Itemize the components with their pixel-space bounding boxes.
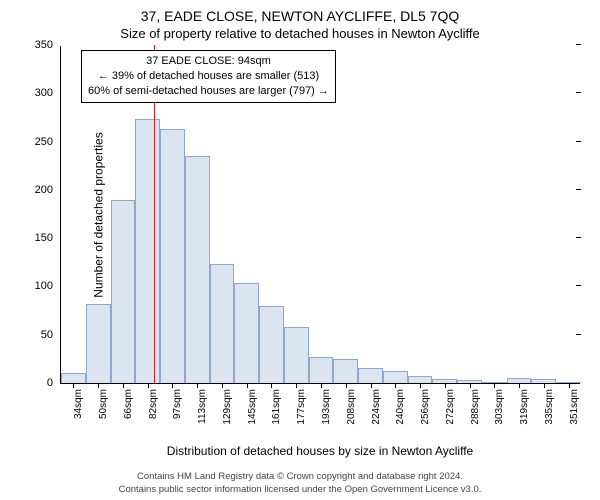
y-tick-label: 350 bbox=[35, 39, 61, 51]
histogram-bar bbox=[333, 359, 358, 383]
x-axis-label: Distribution of detached houses by size … bbox=[60, 444, 580, 458]
y-tick-label: 150 bbox=[35, 232, 61, 244]
y-tick-mark bbox=[576, 237, 581, 238]
histogram-bar bbox=[309, 357, 334, 383]
y-tick-label: 50 bbox=[41, 329, 61, 341]
footer-line-2: Contains public sector information licen… bbox=[0, 484, 600, 496]
histogram-bar bbox=[358, 368, 383, 383]
footer-line-1: Contains HM Land Registry data © Crown c… bbox=[0, 471, 600, 483]
y-tick-mark bbox=[576, 285, 581, 286]
histogram-bar bbox=[383, 371, 408, 383]
y-tick-mark bbox=[576, 189, 581, 190]
annotation-box: 37 EADE CLOSE: 94sqm← 39% of detached ho… bbox=[81, 50, 336, 103]
histogram-bar bbox=[210, 264, 235, 383]
histogram-bar bbox=[160, 129, 185, 383]
x-tick-label: 240sqm bbox=[395, 383, 406, 425]
x-tick-label: 113sqm bbox=[197, 383, 208, 424]
page-subtitle: Size of property relative to detached ho… bbox=[0, 26, 600, 41]
x-tick-label: 50sqm bbox=[98, 383, 109, 419]
x-tick-label: 208sqm bbox=[346, 383, 357, 425]
x-tick-label: 177sqm bbox=[296, 383, 307, 425]
histogram-bar bbox=[259, 306, 284, 383]
histogram-bar bbox=[185, 156, 210, 383]
annotation-line-2: ← 39% of detached houses are smaller (51… bbox=[88, 69, 329, 84]
histogram-bar bbox=[284, 327, 309, 383]
x-tick-label: 161sqm bbox=[271, 383, 282, 425]
x-tick-label: 335sqm bbox=[544, 383, 555, 425]
annotation-line-1: 37 EADE CLOSE: 94sqm bbox=[88, 54, 329, 69]
x-tick-label: 34sqm bbox=[73, 383, 84, 419]
x-tick-label: 97sqm bbox=[172, 383, 183, 419]
y-tick-mark bbox=[576, 334, 581, 335]
x-tick-label: 82sqm bbox=[148, 383, 159, 419]
y-tick-label: 200 bbox=[35, 184, 61, 196]
y-tick-label: 250 bbox=[35, 136, 61, 148]
x-tick-label: 351sqm bbox=[569, 383, 580, 425]
y-tick-mark bbox=[576, 44, 581, 45]
histogram-bar bbox=[86, 304, 111, 383]
x-tick-label: 319sqm bbox=[519, 383, 530, 425]
x-tick-label: 66sqm bbox=[123, 383, 134, 419]
x-tick-label: 288sqm bbox=[470, 383, 481, 425]
y-tick-label: 0 bbox=[47, 377, 61, 389]
y-tick-label: 100 bbox=[35, 280, 61, 292]
footer-attribution: Contains HM Land Registry data © Crown c… bbox=[0, 471, 600, 496]
histogram-bar bbox=[135, 119, 160, 383]
histogram-bar bbox=[234, 283, 259, 383]
x-tick-label: 256sqm bbox=[420, 383, 431, 425]
histogram-plot: 05010015020025030035034sqm50sqm66sqm82sq… bbox=[60, 46, 580, 384]
x-tick-label: 303sqm bbox=[494, 383, 505, 425]
x-tick-label: 193sqm bbox=[321, 383, 332, 425]
x-tick-label: 272sqm bbox=[445, 383, 456, 425]
histogram-bar bbox=[408, 376, 433, 383]
histogram-bar bbox=[111, 200, 136, 383]
y-tick-mark bbox=[576, 141, 581, 142]
y-tick-label: 300 bbox=[35, 87, 61, 99]
x-tick-label: 129sqm bbox=[222, 383, 233, 425]
x-tick-label: 224sqm bbox=[371, 383, 382, 425]
annotation-line-3: 60% of semi-detached houses are larger (… bbox=[88, 84, 329, 99]
histogram-bar bbox=[61, 373, 86, 383]
y-tick-mark bbox=[576, 92, 581, 93]
page-title: 37, EADE CLOSE, NEWTON AYCLIFFE, DL5 7QQ bbox=[0, 8, 600, 24]
x-tick-label: 145sqm bbox=[247, 383, 258, 425]
